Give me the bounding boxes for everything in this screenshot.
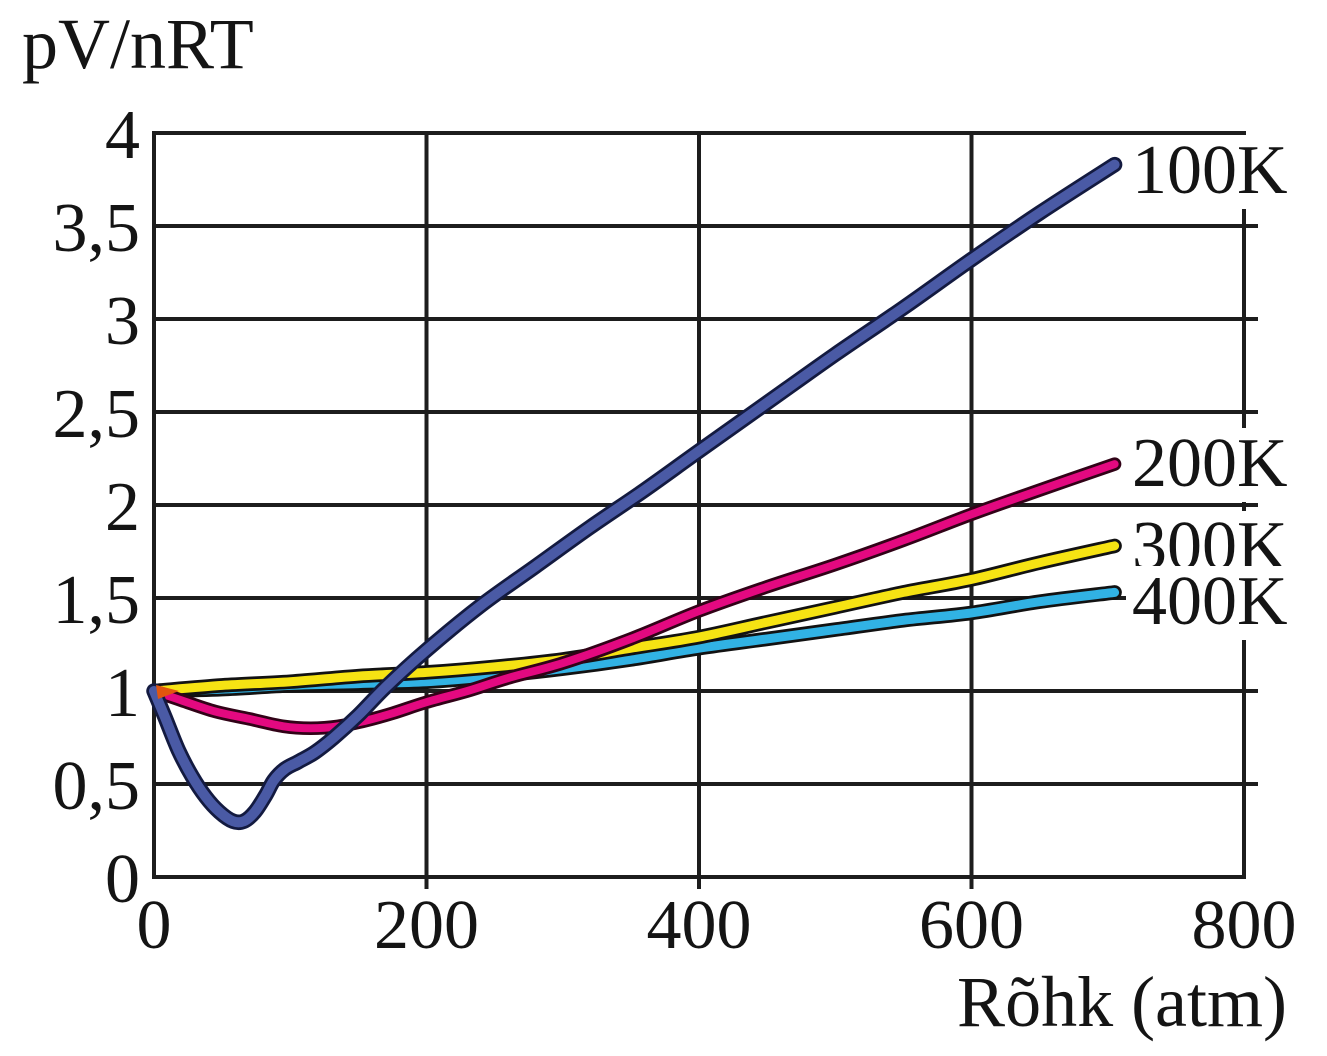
y-tick-2: 2 xyxy=(105,469,140,546)
y-tick-4: 4 xyxy=(105,97,140,174)
y-tick-0: 0 xyxy=(105,841,140,918)
y-tick-1,5: 1,5 xyxy=(52,562,141,639)
curve-label-400K: 400K xyxy=(1126,566,1294,640)
curve-100K xyxy=(149,159,1120,828)
y-tick-2,5: 2,5 xyxy=(52,376,141,453)
x-tick-200: 200 xyxy=(374,887,479,964)
curve-label-100K: 100K xyxy=(1126,135,1294,209)
origin-marker xyxy=(156,685,179,699)
x-tick-800: 800 xyxy=(1191,887,1297,964)
x-tick-600: 600 xyxy=(919,887,1024,964)
curve-300K xyxy=(149,541,1120,696)
y-tick-0,5: 0,5 xyxy=(52,748,141,825)
x-axis-title: Rõhk (atm) xyxy=(957,962,1287,1042)
curve-200K xyxy=(150,460,1119,733)
curve-label-200K: 200K xyxy=(1126,428,1294,502)
y-axis-title: pV/nRT xyxy=(22,4,254,84)
y-tick-3: 3 xyxy=(105,283,140,360)
y-tick-1: 1 xyxy=(105,655,140,732)
x-tick-400: 400 xyxy=(646,887,752,964)
x-tick-0: 0 xyxy=(136,887,172,964)
y-tick-3,5: 3,5 xyxy=(52,190,141,267)
